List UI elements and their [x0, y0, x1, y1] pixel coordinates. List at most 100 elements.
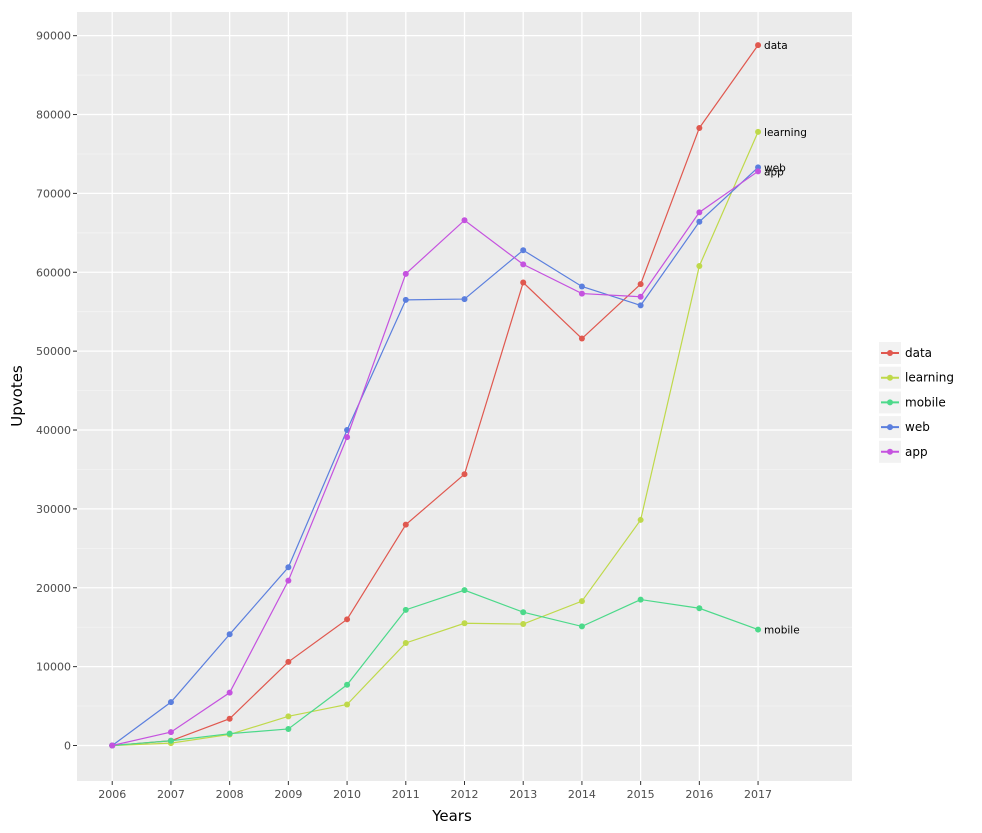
point-learning [578, 598, 585, 605]
x-tick-label: 2008 [216, 788, 244, 801]
point-mobile [637, 596, 644, 603]
point-app [285, 577, 292, 584]
end-label-app: app [764, 166, 784, 178]
point-app [167, 729, 174, 736]
point-learning [637, 516, 644, 523]
legend-point-data [887, 350, 893, 356]
x-axis-title: Years [431, 807, 472, 825]
point-web [696, 218, 703, 225]
point-app [226, 689, 233, 696]
x-axis: 2006 2007 2008 2009 2010 2011 2012 2013 2014 2015… [98, 781, 772, 801]
point-mobile [520, 609, 527, 616]
point-learning [402, 639, 409, 646]
end-label-learning: learning [764, 127, 807, 139]
point-web [285, 564, 292, 571]
point-mobile [344, 681, 351, 688]
end-label-data: data [764, 40, 788, 52]
legend-label-data: data [905, 346, 932, 360]
point-learning [285, 713, 292, 720]
point-web [520, 247, 527, 254]
x-tick-label: 2016 [685, 788, 713, 801]
point-mobile [755, 626, 762, 633]
series-lines [109, 42, 762, 749]
series-line-data [112, 44, 759, 747]
point-learning [696, 262, 703, 269]
point-learning [520, 621, 527, 628]
x-tick-label: 2013 [509, 788, 537, 801]
point-mobile [696, 605, 703, 612]
point-app [637, 293, 644, 300]
point-web [637, 302, 644, 309]
x-tick-label: 2006 [98, 788, 126, 801]
legend-label-web: web [905, 420, 930, 434]
gridlines [77, 12, 852, 781]
legend-point-mobile [887, 399, 893, 406]
y-tick-label: 30000 [36, 503, 71, 516]
point-web [226, 631, 233, 638]
y-tick-label: 60000 [36, 266, 71, 279]
series-line-web [111, 166, 759, 746]
y-tick-label: 80000 [36, 109, 71, 122]
legend-label-app: app [905, 445, 928, 459]
point-web [402, 296, 409, 303]
y-tick-label: 20000 [36, 582, 71, 595]
point-data [285, 658, 292, 665]
point-mobile [402, 606, 409, 613]
point-mobile [226, 730, 233, 737]
point-app [755, 168, 762, 175]
series-line-app [112, 170, 759, 747]
x-tick-label: 2012 [451, 788, 479, 801]
x-tick-label: 2011 [392, 788, 420, 801]
x-tick-label: 2009 [274, 788, 302, 801]
series-line-mobile [112, 589, 759, 747]
y-tick-label: 50000 [36, 345, 71, 358]
point-app [520, 261, 527, 268]
point-data [402, 521, 409, 528]
legend-point-app [887, 448, 893, 455]
end-label-mobile: mobile [764, 625, 800, 637]
x-tick-label: 2017 [744, 788, 772, 801]
y-tick-label: 40000 [36, 424, 71, 437]
point-data [520, 279, 527, 286]
point-learning [755, 128, 762, 135]
y-tick-label: 0 [64, 740, 71, 753]
point-web [167, 699, 174, 706]
series-line-learning [112, 131, 759, 747]
legend-label-mobile: mobile [905, 395, 946, 409]
point-mobile [461, 587, 468, 594]
point-data [696, 124, 703, 131]
point-mobile [285, 725, 292, 732]
point-app [344, 434, 351, 441]
point-app [109, 742, 116, 749]
point-learning [461, 620, 468, 627]
point-learning [344, 701, 351, 708]
x-tick-label: 2007 [157, 788, 185, 801]
x-tick-label: 2010 [333, 788, 361, 801]
y-axis-title: Upvotes [8, 365, 26, 427]
point-web [461, 296, 468, 303]
point-mobile [167, 737, 174, 744]
point-app [578, 290, 585, 297]
point-data [461, 471, 468, 478]
point-data [755, 42, 762, 49]
end-label-web: web [764, 162, 786, 174]
point-mobile [578, 623, 585, 630]
point-app [402, 270, 409, 277]
legend: data learning mobile web app [879, 342, 954, 463]
point-app [461, 217, 468, 224]
point-web [578, 283, 585, 290]
y-axis: 0 10000 20000 30000 40000 50000 60000 70000 8000… [36, 30, 77, 753]
legend-point-web [887, 424, 893, 431]
point-data [637, 281, 644, 288]
y-tick-label: 10000 [36, 661, 71, 674]
y-tick-label: 90000 [36, 30, 71, 43]
legend-label-learning: learning [905, 371, 954, 385]
x-tick-label: 2014 [568, 788, 596, 801]
x-tick-label: 2015 [627, 788, 655, 801]
point-data [344, 616, 351, 623]
point-data [578, 335, 585, 342]
point-data [226, 715, 233, 722]
point-app [696, 209, 703, 216]
